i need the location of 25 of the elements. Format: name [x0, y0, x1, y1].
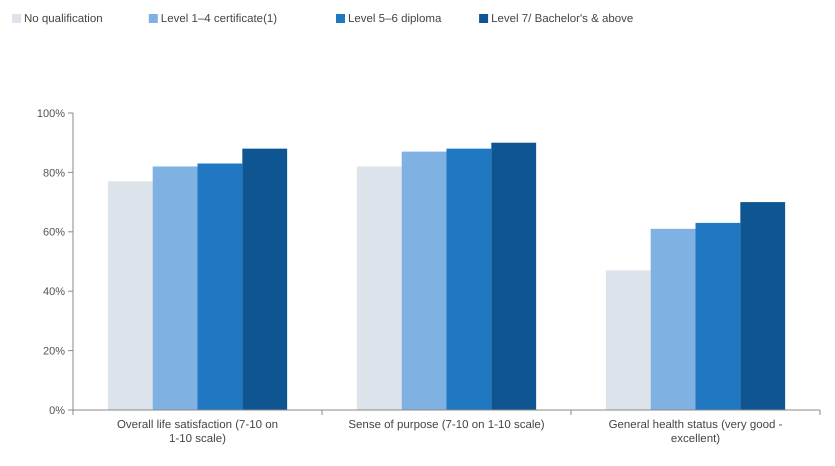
legend-label: No qualification — [24, 13, 103, 25]
bar — [446, 148, 492, 410]
bar — [108, 181, 153, 410]
bar — [152, 166, 198, 410]
bar — [696, 222, 740, 410]
bar — [356, 166, 402, 410]
y-tick-label: 80% — [42, 167, 66, 180]
x-tick-label: General health status (very good - excellent) — [608, 419, 783, 445]
bar — [198, 163, 242, 410]
bar — [606, 270, 651, 410]
y-tick-label: 100% — [36, 108, 66, 120]
y-tick-label: 60% — [42, 226, 66, 239]
y-tick-label: 0% — [49, 404, 66, 417]
bar — [402, 152, 446, 410]
legend-label: Level 1–4 certificate(1) — [160, 13, 278, 25]
bar — [491, 142, 536, 410]
y-tick-label: 40% — [42, 286, 66, 298]
legend-label: Level 5–6 diploma — [348, 13, 442, 25]
bar — [650, 228, 696, 410]
bar — [242, 148, 288, 410]
x-tick-label: Overall life satisfaction (7-10 on 1-10 scale) — [116, 419, 278, 445]
bar — [740, 202, 786, 410]
x-tick-label: Sense of purpose (7-10 on 1-10 scale) — [348, 419, 545, 431]
y-tick-label: 20% — [42, 345, 66, 358]
legend-label: Level 7/ Bachelor's & above — [491, 13, 634, 25]
